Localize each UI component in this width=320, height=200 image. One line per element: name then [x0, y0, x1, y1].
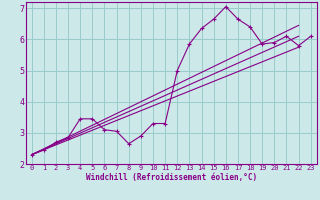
- X-axis label: Windchill (Refroidissement éolien,°C): Windchill (Refroidissement éolien,°C): [86, 173, 257, 182]
